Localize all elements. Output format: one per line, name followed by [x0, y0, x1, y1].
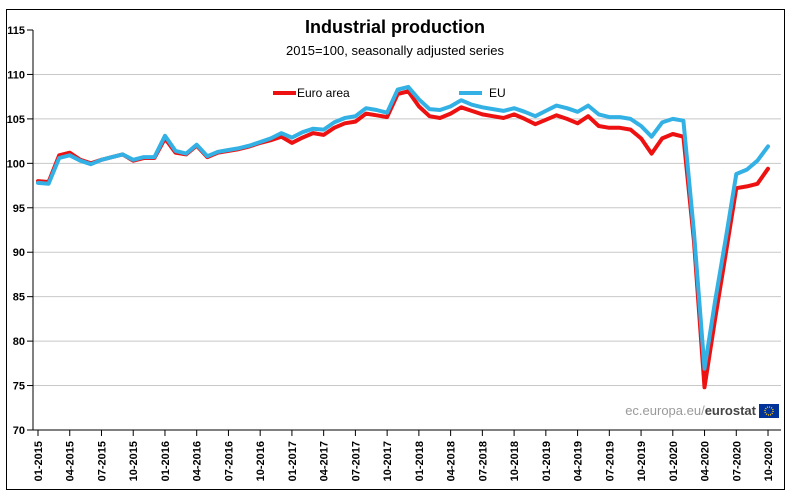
y-tick-label: 100 [7, 158, 25, 170]
x-tick-label: 01-2016 [160, 441, 172, 481]
chart-subtitle: 2015=100, seasonally adjusted series [286, 43, 504, 58]
figure-border [6, 9, 785, 490]
x-tick-label: 10-2019 [636, 441, 648, 481]
x-tick-label: 01-2018 [414, 441, 426, 481]
y-tick-label: 70 [13, 425, 25, 437]
x-tick-label: 01-2019 [541, 441, 553, 481]
series-line-eu [36, 84, 770, 371]
chart-title: Industrial production [305, 17, 485, 37]
x-tick-label: 10-2016 [255, 441, 267, 481]
x-tick-label: 10-2015 [128, 441, 140, 481]
x-tick-label: 04-2017 [319, 441, 331, 481]
x-tick-label: 01-2020 [668, 441, 680, 481]
legend-label-euro-area: Euro area [297, 86, 350, 100]
x-tick-label: 01-2017 [287, 441, 299, 481]
x-tick-label: 07-2019 [604, 441, 616, 481]
y-tick-label: 105 [7, 114, 25, 126]
x-tick-label: 07-2020 [731, 441, 743, 481]
watermark-url-prefix: ec.europa.eu/ [625, 403, 705, 418]
y-tick-label: 85 [13, 292, 25, 304]
x-tick-label: 04-2020 [700, 441, 712, 481]
x-tick-label: 10-2020 [763, 441, 775, 481]
y-tick-label: 80 [13, 336, 25, 348]
eu-flag-icon [759, 403, 779, 418]
y-tick-label: 95 [13, 203, 25, 215]
y-tick-label: 90 [13, 247, 25, 259]
x-tick-label: 10-2018 [509, 441, 521, 481]
watermark-brand: eurostat [704, 403, 756, 418]
x-tick-label: 04-2016 [192, 441, 204, 481]
x-tick-label: 04-2019 [573, 441, 585, 481]
y-tick-label: 115 [7, 25, 25, 37]
x-tick-label: 01-2015 [33, 441, 45, 481]
legend-label-eu: EU [489, 86, 506, 100]
x-tick-label: 10-2017 [382, 441, 394, 481]
x-tick-label: 04-2018 [446, 441, 458, 481]
x-tick-label: 07-2015 [96, 441, 108, 481]
series-line-euro-area [36, 89, 770, 390]
x-tick-label: 07-2016 [223, 441, 235, 481]
y-tick-label: 110 [7, 69, 25, 81]
x-tick-label: 07-2018 [477, 441, 489, 481]
y-tick-label: 75 [13, 381, 25, 393]
x-tick-label: 04-2015 [65, 441, 77, 481]
watermark: ec.europa.eu/eurostat [625, 403, 779, 418]
x-tick-label: 07-2017 [350, 441, 362, 481]
